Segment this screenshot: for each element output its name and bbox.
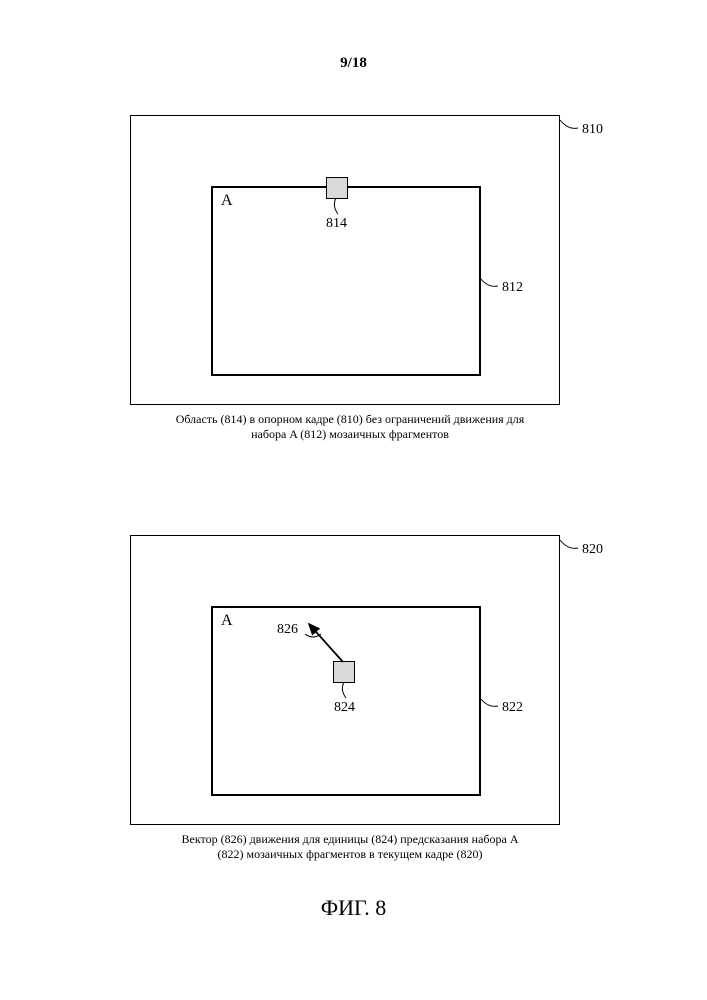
- outer-frame-810: A: [130, 115, 560, 405]
- label-A-top: A: [221, 192, 233, 210]
- outer-frame-820: A: [130, 535, 560, 825]
- ref-822: 822: [502, 700, 523, 716]
- caption-top: Область (814) в опорном кадре (810) без …: [170, 412, 530, 442]
- leader-826: [303, 630, 323, 644]
- ref-810: 810: [582, 122, 603, 138]
- ref-824: 824: [334, 700, 355, 716]
- region-square-814: [326, 177, 348, 199]
- page-number: 9/18: [0, 55, 707, 72]
- ref-814: 814: [326, 216, 347, 232]
- figure-label: ФИГ. 8: [0, 895, 707, 921]
- leader-824: [340, 682, 354, 702]
- label-A-bottom: A: [221, 612, 233, 630]
- ref-826: 826: [277, 622, 298, 638]
- leader-814: [332, 198, 346, 218]
- caption-bottom: Вектор (826) движения для единицы (824) …: [170, 832, 530, 862]
- inner-rect-812: [211, 186, 481, 376]
- page: 9/18 A 810 812 814 Область (814) в опорн…: [0, 0, 707, 1000]
- ref-820: 820: [582, 542, 603, 558]
- ref-812: 812: [502, 280, 523, 296]
